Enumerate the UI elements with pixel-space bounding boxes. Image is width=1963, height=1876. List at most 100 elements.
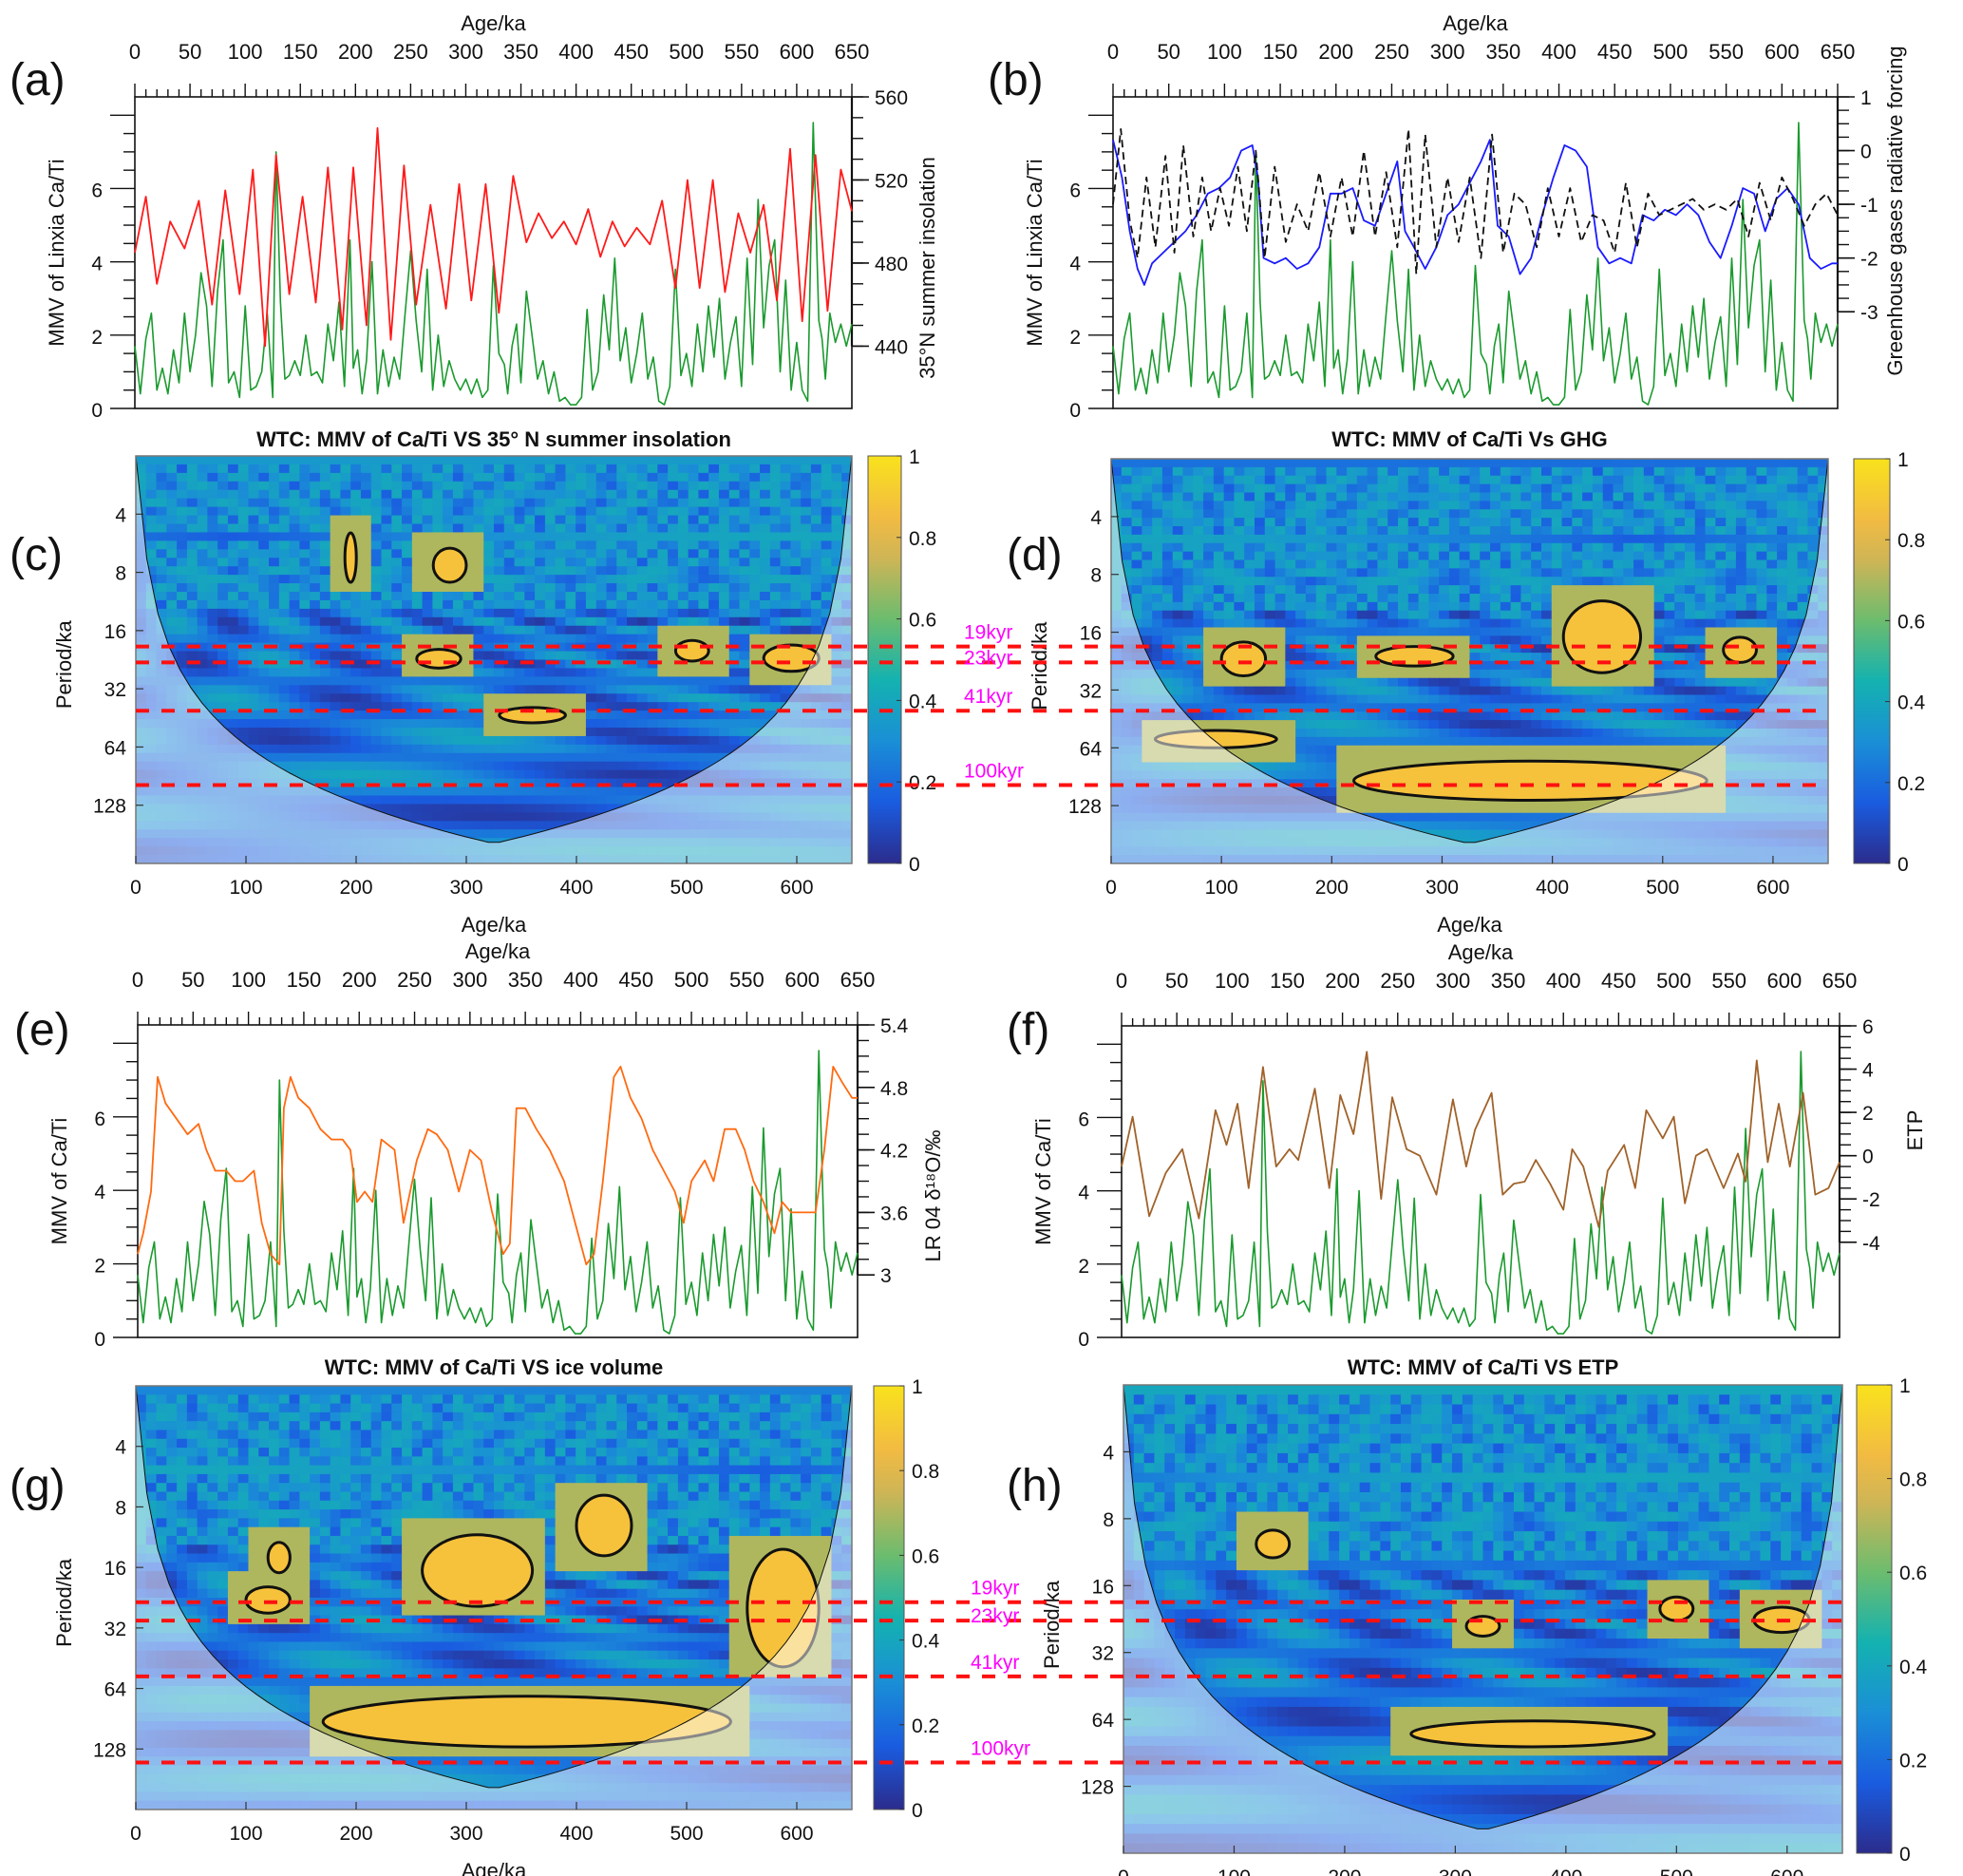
heatmap-cell [616, 515, 628, 525]
heatmap-cell [769, 515, 782, 525]
heatmap-cell [627, 795, 638, 805]
heatmap-cell [248, 651, 260, 661]
heatmap-cell [718, 515, 730, 525]
heatmap-cell [810, 532, 822, 542]
heatmap-cell [1777, 551, 1788, 561]
heatmap-cell [760, 498, 771, 508]
heatmap-cell [718, 651, 730, 661]
heatmap-cell [1142, 518, 1153, 527]
heatmap-cell [524, 829, 536, 839]
heatmap-cell [627, 523, 638, 534]
heatmap-cell [677, 566, 689, 576]
heatmap-cell [1285, 526, 1296, 536]
heatmap-cell [432, 532, 444, 542]
heatmap-cell [1203, 568, 1215, 578]
heatmap-cell [668, 515, 679, 525]
heatmap-cell [299, 540, 311, 551]
heatmap-cell [1161, 492, 1174, 502]
heatmap-cell [432, 481, 444, 491]
heatmap-cell [1407, 568, 1420, 578]
heatmap-cell [576, 472, 587, 483]
heatmap-cell [269, 515, 280, 525]
heatmap-cell [1746, 518, 1758, 527]
heatmap-cell [524, 693, 536, 703]
heatmap-cell [422, 599, 434, 610]
heatmap-cell [1623, 483, 1634, 494]
heatmap-cell [197, 608, 209, 618]
heatmap-cell [310, 693, 321, 703]
heatmap-cell [627, 489, 638, 500]
heatmap-cell [728, 592, 741, 601]
heatmap-cell [1613, 509, 1625, 519]
heatmap-cell [483, 735, 495, 746]
heatmap-cell [1305, 466, 1317, 477]
y-axis-title: MMV of Ca/Ti [1031, 1118, 1055, 1245]
heatmap-cell [790, 540, 802, 551]
heatmap-cell [411, 752, 424, 763]
heatmap-cell [370, 625, 383, 635]
heatmap-cell [1541, 534, 1553, 544]
heatmap-cell [227, 456, 239, 465]
x-tick-label: 150 [1263, 40, 1298, 64]
heatmap-cell [1469, 459, 1482, 468]
heatmap-cell [677, 540, 689, 551]
heatmap-cell [1356, 466, 1368, 477]
heatmap-cell [801, 625, 812, 635]
heatmap-cell [207, 549, 218, 559]
heatmap-cell [1336, 559, 1348, 570]
heatmap-cell [360, 634, 372, 644]
heatmap-cell [483, 592, 495, 601]
heatmap-cell [760, 506, 771, 517]
heatmap-cell [1469, 568, 1482, 578]
heatmap-cell [319, 744, 331, 754]
heatmap-cell [769, 456, 782, 465]
heatmap-cell [636, 651, 649, 661]
heatmap-cell [636, 583, 649, 593]
heatmap-cell [443, 668, 454, 678]
x-tick-label: 300 [1436, 969, 1471, 993]
heatmap-cell [227, 719, 239, 729]
heatmap-cell [360, 642, 372, 653]
heatmap-cell [1326, 501, 1338, 511]
heatmap-cell [1448, 466, 1461, 477]
x-tick-label: 250 [1374, 40, 1409, 64]
heatmap-cell [350, 583, 362, 593]
heatmap-cell [156, 540, 168, 551]
heatmap-cell [483, 719, 495, 729]
heatmap-cell [1694, 483, 1707, 494]
heatmap-cell [310, 472, 321, 483]
heatmap-cell [432, 719, 444, 729]
heatmap-cell [1786, 509, 1799, 519]
heatmap-cell [636, 668, 649, 678]
heatmap-cell [555, 532, 567, 542]
heatmap-cell [1510, 568, 1522, 578]
heatmap-cell [217, 583, 229, 593]
heatmap-cell [555, 719, 567, 729]
y2-tick-label: 480 [875, 254, 908, 275]
heatmap-cell [289, 515, 301, 525]
heatmap-cell [565, 693, 576, 703]
heatmap-cell [749, 456, 761, 465]
heatmap-cell [749, 719, 761, 729]
x-tick-label: 500 [1656, 969, 1691, 993]
heatmap-cell [1541, 518, 1553, 527]
heatmap-cell [310, 583, 321, 593]
heatmap-cell [1142, 551, 1153, 561]
heatmap-cell [1777, 509, 1788, 519]
heatmap-cell [1531, 568, 1542, 578]
heatmap-cell [166, 583, 178, 593]
heatmap-cell [780, 566, 792, 576]
heatmap-cell [544, 523, 557, 534]
heatmap-cell [1223, 518, 1236, 527]
heatmap-cell [1274, 526, 1287, 536]
heatmap-cell [381, 728, 393, 737]
heatmap-cell [1152, 577, 1163, 586]
heatmap-cell [657, 634, 669, 644]
heatmap-cell [1520, 509, 1533, 519]
heatmap-cell [708, 625, 720, 635]
heatmap-cell [473, 523, 485, 534]
heatmap-cell [177, 616, 188, 627]
heatmap-cell [1807, 551, 1820, 561]
heatmap-cell [565, 592, 576, 601]
heatmap-cell [186, 558, 198, 567]
